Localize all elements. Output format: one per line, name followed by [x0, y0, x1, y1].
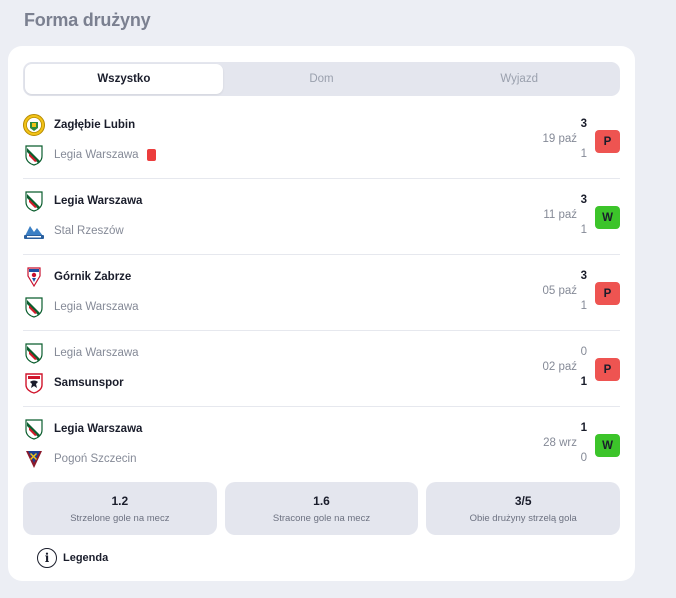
- stat-label: Stracone gole na mecz: [272, 512, 371, 524]
- samsunspor-crest-icon: [25, 373, 43, 394]
- stal-crest-icon: [24, 226, 44, 239]
- home-team: Górnik Zabrze: [23, 266, 493, 288]
- form-stats: 1.2 Strzelone gole na mecz 1.6 Stracone …: [23, 482, 621, 535]
- result-badge: W: [595, 434, 620, 457]
- team-form-card: Wszystko Dom Wyjazd Zagłębie Lubin: [8, 46, 635, 581]
- match-row[interactable]: Zagłębie Lubin Legia Warszawa 3 19 paź 1…: [23, 103, 620, 179]
- away-team: Stal Rzeszów: [23, 220, 493, 242]
- away-team: Pogoń Szczecin: [23, 448, 493, 470]
- red-card-icon: [146, 149, 156, 161]
- home-score: 0: [580, 346, 587, 358]
- tab-all[interactable]: Wszystko: [25, 64, 223, 94]
- home-team: Zagłębie Lubin: [23, 114, 493, 136]
- team-name: Stal Rzeszów: [54, 225, 124, 237]
- legia-crest-icon: [25, 191, 43, 212]
- legend-label: Legenda: [63, 552, 109, 564]
- info-icon: i: [37, 548, 57, 568]
- away-score: 1: [580, 300, 587, 312]
- team-name: Legia Warszawa: [54, 149, 139, 161]
- legend-button[interactable]: i Legenda: [37, 548, 108, 568]
- away-team: Samsunspor: [23, 372, 493, 394]
- venue-tabs: Wszystko Dom Wyjazd: [23, 62, 620, 96]
- tab-away[interactable]: Wyjazd: [500, 73, 538, 85]
- tab-home[interactable]: Dom: [309, 73, 334, 85]
- away-score: 1: [580, 148, 587, 160]
- stat-value: 1.2: [111, 493, 129, 508]
- page-title: Forma drużyny: [24, 10, 151, 30]
- team-name: Legia Warszawa: [54, 347, 139, 359]
- team-name: Samsunspor: [54, 377, 124, 389]
- team-name: Zagłębie Lubin: [54, 119, 136, 131]
- legia-crest-icon: [25, 297, 43, 318]
- away-score: 1: [580, 224, 587, 236]
- match-row[interactable]: Legia Warszawa Pogoń Szczecin 1 28 wrz 0…: [23, 407, 620, 483]
- home-score: 1: [580, 422, 587, 434]
- match-date: 19 paź: [542, 133, 577, 145]
- match-row[interactable]: Legia Warszawa Stal Rzeszów 3 11 paź 1 W: [23, 179, 620, 255]
- match-row[interactable]: Legia Warszawa Samsunspor 0 02 paź 1 P: [23, 331, 620, 407]
- stat-both-teams-score: 3/5 Obie drużyny strzelą gola: [426, 482, 621, 535]
- result-badge: P: [595, 358, 620, 381]
- home-team: Legia Warszawa: [23, 418, 493, 440]
- team-name: Pogoń Szczecin: [54, 453, 137, 465]
- zaglebie-crest-icon: [23, 114, 45, 136]
- result-badge: P: [595, 130, 620, 153]
- result-badge: W: [595, 206, 620, 229]
- home-score: 3: [580, 270, 587, 282]
- away-team: Legia Warszawa: [23, 296, 493, 318]
- stat-label: Strzelone gole na mecz: [70, 512, 170, 524]
- legia-crest-icon: [25, 343, 43, 364]
- match-row[interactable]: Górnik Zabrze Legia Warszawa 3 05 paź 1 …: [23, 255, 620, 331]
- away-team: Legia Warszawa: [23, 144, 493, 166]
- match-date: 11 paź: [543, 209, 577, 221]
- match-date: 05 paź: [542, 285, 577, 297]
- away-score: 0: [580, 452, 587, 464]
- home-team: Legia Warszawa: [23, 190, 493, 212]
- stat-goals-conceded: 1.6 Stracone gole na mecz: [224, 482, 419, 535]
- stat-label: Obie drużyny strzelą gola: [469, 512, 577, 524]
- legia-crest-icon: [25, 419, 43, 440]
- away-score: 1: [580, 376, 587, 388]
- team-name: Legia Warszawa: [54, 423, 143, 435]
- home-score: 3: [580, 118, 587, 130]
- team-name: Legia Warszawa: [54, 195, 143, 207]
- stat-goals-scored: 1.2 Strzelone gole na mecz: [23, 482, 217, 535]
- legia-crest-icon: [25, 145, 43, 166]
- match-date: 28 wrz: [543, 437, 577, 449]
- stat-value: 1.6: [313, 493, 330, 508]
- team-name: Legia Warszawa: [54, 301, 139, 313]
- gornik-crest-icon: [27, 267, 41, 288]
- home-team: Legia Warszawa: [23, 342, 493, 364]
- home-score: 3: [580, 194, 587, 206]
- match-list: Zagłębie Lubin Legia Warszawa 3 19 paź 1…: [23, 103, 620, 483]
- stat-value: 3/5: [514, 493, 532, 508]
- result-badge: P: [595, 282, 620, 305]
- team-name: Górnik Zabrze: [54, 271, 132, 283]
- match-date: 02 paź: [542, 361, 577, 373]
- pogon-crest-icon: [26, 451, 42, 468]
